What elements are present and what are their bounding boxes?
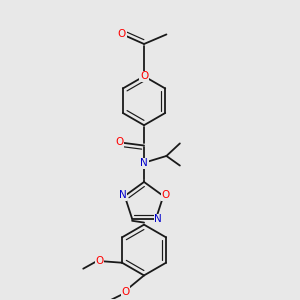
Text: N: N xyxy=(154,214,162,224)
Text: O: O xyxy=(118,28,126,38)
Text: O: O xyxy=(115,137,123,147)
Text: O: O xyxy=(95,256,103,266)
Text: N: N xyxy=(140,158,148,168)
Text: O: O xyxy=(161,190,169,200)
Text: O: O xyxy=(122,287,130,297)
Text: N: N xyxy=(119,190,127,200)
Text: O: O xyxy=(140,71,148,81)
